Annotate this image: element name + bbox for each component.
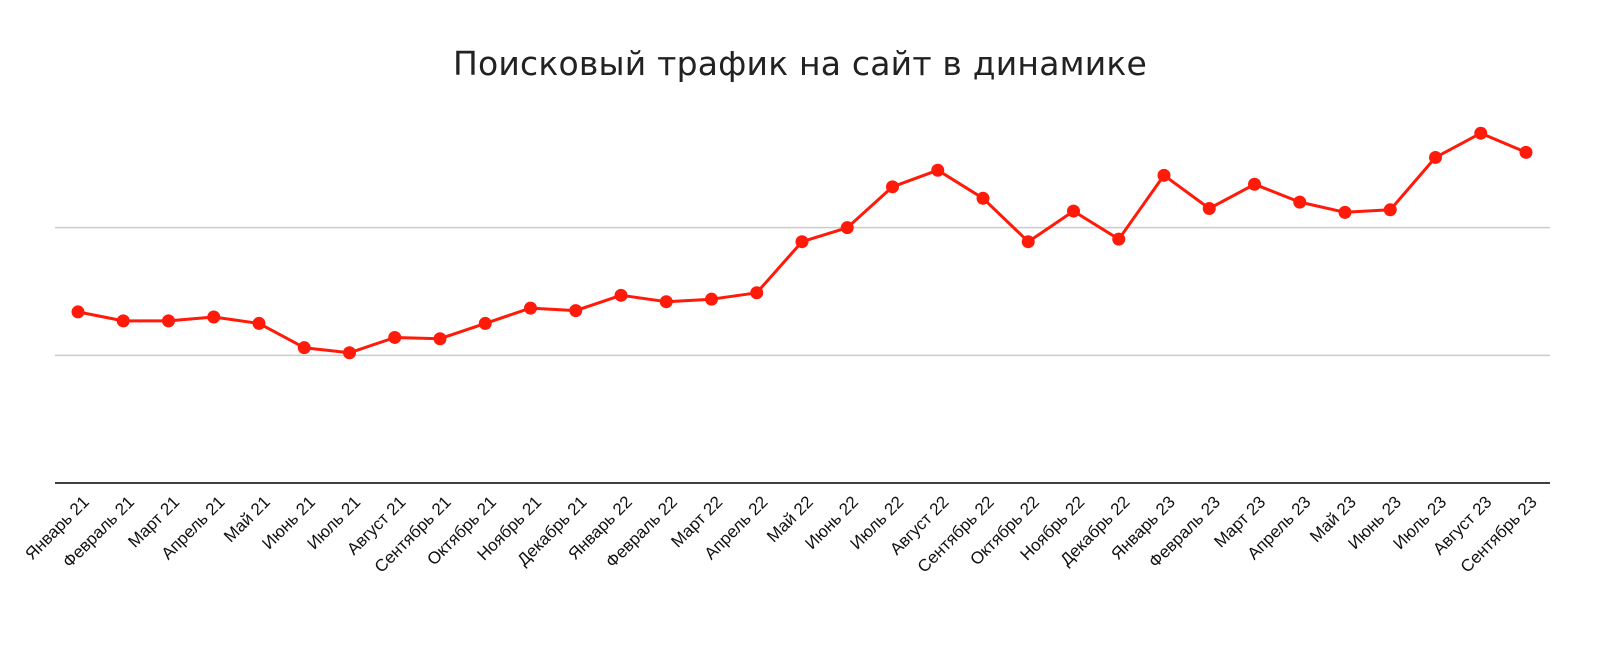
data-point-19	[886, 180, 899, 194]
data-point-25	[1157, 168, 1171, 182]
data-point-16	[750, 286, 764, 300]
data-point-33	[1519, 145, 1533, 159]
data-point-12	[569, 304, 583, 318]
data-point-11	[524, 301, 537, 315]
data-point-7	[343, 346, 356, 360]
data-point-30	[1383, 203, 1397, 217]
data-point-15	[705, 292, 718, 306]
data-point-22	[1021, 235, 1035, 249]
data-point-3	[162, 314, 175, 328]
data-point-18	[840, 221, 854, 235]
data-point-13	[614, 288, 628, 302]
data-point-14	[659, 295, 673, 309]
data-point-5	[252, 316, 266, 330]
data-point-10	[478, 316, 492, 330]
data-point-27	[1248, 177, 1261, 191]
chart-title: Поисковый трафик на сайт в динамике	[452, 44, 1148, 83]
data-point-24	[1112, 232, 1126, 246]
data-point-9	[433, 332, 447, 346]
data-point-8	[388, 330, 402, 344]
data-point-6	[297, 341, 311, 355]
data-point-17	[795, 235, 809, 249]
data-point-32	[1474, 126, 1488, 140]
gridlines	[55, 226, 1550, 357]
data-point-2	[116, 314, 130, 328]
data-point-1	[71, 305, 85, 319]
data-point-31	[1429, 150, 1442, 164]
data-point-29	[1338, 205, 1352, 219]
data-points	[71, 126, 1533, 360]
data-point-28	[1293, 195, 1307, 209]
data-point-26	[1202, 202, 1216, 216]
data-point-21	[976, 191, 990, 205]
data-point-4	[207, 310, 221, 324]
data-point-23	[1067, 204, 1080, 218]
data-point-20	[931, 163, 945, 177]
